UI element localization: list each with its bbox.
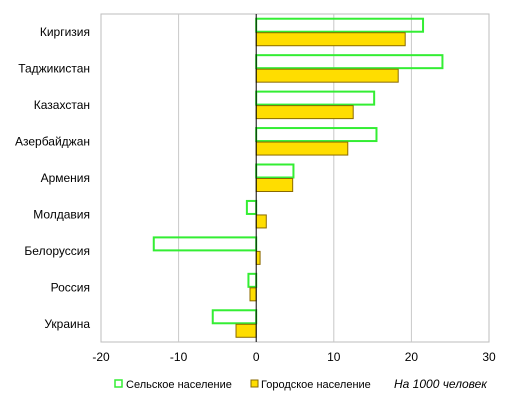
category-label-6: Молдавия bbox=[33, 207, 90, 221]
category-label-9: Украина bbox=[44, 317, 90, 331]
bar-rural-6 bbox=[245, 199, 258, 215]
category-label-3: Казахстан bbox=[34, 98, 90, 112]
legend-label-rural: Сельское население bbox=[126, 379, 232, 391]
x-tick-labels: -20 -10 0 10 20 30 bbox=[92, 350, 496, 364]
annotation-units: На 1000 человек bbox=[394, 377, 488, 391]
grid bbox=[100, 13, 490, 343]
plot-frame bbox=[100, 13, 490, 343]
bar-rural-8 bbox=[247, 272, 258, 288]
category-label-1: Киргизия bbox=[40, 25, 90, 39]
legend: Сельское население Городское население bbox=[114, 379, 371, 391]
bar-urban-9 bbox=[235, 323, 257, 338]
category-labels: Киргизия Таджикистан Казахстан Азербайджан А… bbox=[15, 25, 90, 331]
legend-swatch-rural bbox=[114, 379, 123, 388]
bar-urban-2 bbox=[255, 68, 399, 83]
x-tick-label: 30 bbox=[482, 350, 496, 364]
bar-rural-5 bbox=[255, 163, 295, 179]
x-tick-label: 20 bbox=[405, 350, 419, 364]
bar-urban-5 bbox=[255, 178, 294, 192]
bar-rural-2 bbox=[255, 54, 444, 70]
x-tick-label: -10 bbox=[170, 350, 188, 364]
legend-swatch-urban bbox=[250, 379, 259, 388]
bar-rural-7 bbox=[152, 236, 258, 252]
bar-urban-7 bbox=[255, 250, 261, 265]
x-tick-label: 0 bbox=[253, 350, 260, 364]
bar-urban-1 bbox=[255, 32, 406, 47]
category-label-5: Армения bbox=[41, 171, 90, 185]
category-label-8: Россия bbox=[51, 280, 90, 294]
bar-urban-8 bbox=[249, 287, 257, 302]
bar-rural-9 bbox=[211, 309, 258, 325]
x-tick-label: -20 bbox=[92, 350, 110, 364]
bars bbox=[152, 17, 444, 338]
bar-urban-4 bbox=[255, 141, 349, 156]
bar-urban-6 bbox=[255, 214, 267, 229]
bar-rural-1 bbox=[255, 17, 425, 33]
x-tick-label: 10 bbox=[327, 350, 341, 364]
category-label-4: Азербайджан bbox=[15, 135, 90, 149]
bar-rural-3 bbox=[255, 90, 376, 106]
category-label-7: Белоруссия bbox=[24, 244, 90, 258]
bar-urban-3 bbox=[255, 105, 354, 120]
category-label-2: Таджикистан bbox=[18, 62, 90, 76]
legend-label-urban: Городское население bbox=[261, 379, 371, 391]
bar-rural-4 bbox=[255, 127, 378, 143]
